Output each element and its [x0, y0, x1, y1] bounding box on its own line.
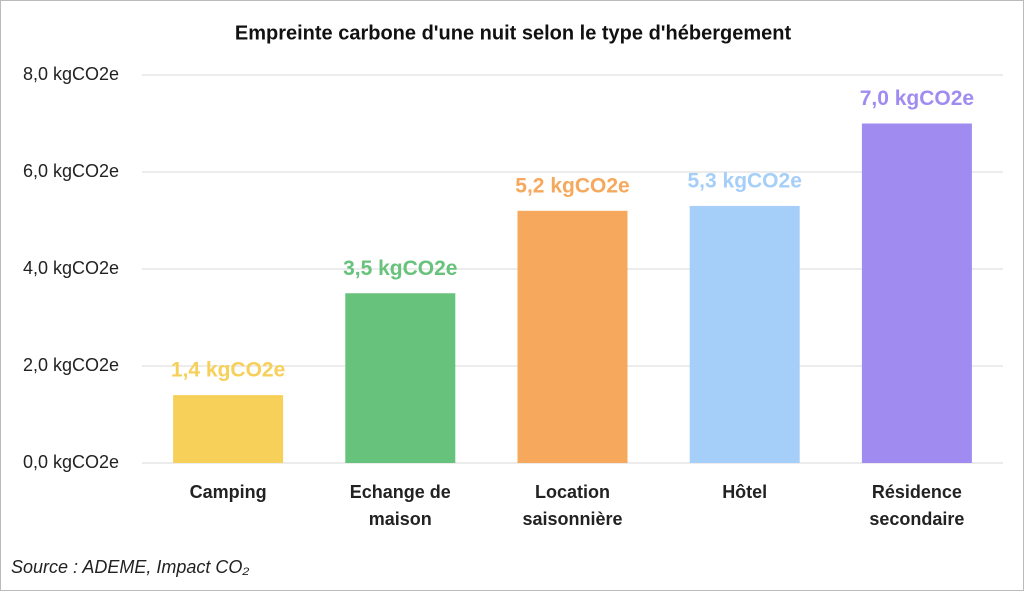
x-tick-label: Résidence secondaire [869, 482, 965, 529]
chart-title: Empreinte carbone d'une nuit selon le ty… [235, 22, 792, 44]
data-label: 1,4 kgCO2e [171, 359, 285, 382]
bar [345, 293, 456, 463]
source-note: Source : ADEME, Impact CO₂ [11, 557, 250, 577]
y-tick-label: 4,0 kgCO2e [23, 258, 119, 278]
bar [689, 205, 800, 463]
x-tick-label: Hôtel [722, 482, 768, 502]
x-tick-label: Location saisonnière [522, 482, 623, 529]
data-label: 5,2 kgCO2e [515, 174, 629, 197]
y-tick-label: 8,0 kgCO2e [23, 64, 119, 84]
bar [517, 210, 628, 463]
y-tick-label: 0,0 kgCO2e [23, 452, 119, 472]
bar [173, 395, 284, 463]
x-tick-label: Echange de maison [349, 482, 451, 529]
y-tick-label: 2,0 kgCO2e [23, 355, 119, 375]
bar [861, 123, 972, 463]
data-label: 3,5 kgCO2e [343, 257, 457, 280]
data-label: 5,3 kgCO2e [687, 169, 801, 192]
y-tick-label: 6,0 kgCO2e [23, 161, 119, 181]
x-tick-label: Camping [189, 482, 267, 502]
data-label: 7,0 kgCO2e [860, 87, 974, 110]
